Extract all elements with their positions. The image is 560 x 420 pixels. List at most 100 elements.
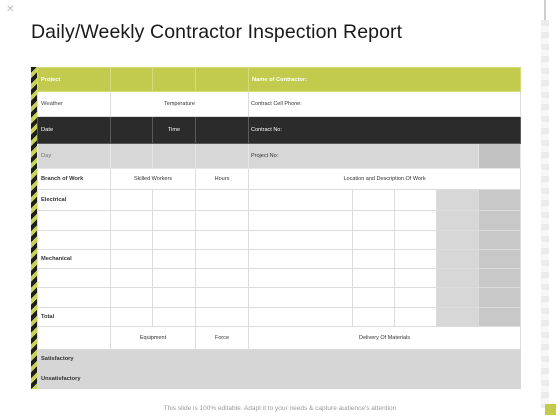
table-cell[interactable] — [110, 143, 153, 169]
table-cell[interactable] — [436, 287, 479, 308]
table-cell[interactable] — [352, 306, 395, 327]
table-cell[interactable] — [195, 287, 249, 308]
table-cell[interactable] — [436, 248, 479, 270]
table-cell[interactable] — [195, 248, 249, 270]
table-row: Unsatisfactory — [36, 368, 522, 390]
electrical-label: Electrical — [37, 188, 111, 212]
table-cell[interactable] — [152, 248, 196, 270]
table-cell[interactable] — [37, 268, 111, 289]
table-cell[interactable] — [110, 210, 153, 231]
table-cell[interactable] — [37, 325, 111, 351]
table-cell[interactable] — [110, 115, 153, 145]
table-cell[interactable] — [195, 188, 249, 212]
table-cell[interactable] — [110, 287, 153, 308]
table-row: Day Project No: — [37, 143, 522, 169]
inspection-table: Project Name of Contractor: Weather Temp… — [36, 66, 522, 390]
table-cell[interactable] — [394, 188, 437, 212]
table-cell[interactable] — [195, 143, 249, 169]
table-cell[interactable] — [352, 248, 395, 270]
accent-square — [545, 404, 556, 415]
table-cell[interactable] — [248, 229, 353, 250]
cell-phone-label: Contract Cell Phone: — [247, 91, 522, 117]
table-cell[interactable] — [394, 210, 437, 231]
table-row: Weather Temperature Contract Cell Phone: — [37, 91, 522, 117]
table-cell[interactable] — [477, 306, 522, 327]
contractor-name-label: Name of Contractor: — [247, 66, 522, 93]
table-row: Date Time Contract No: — [37, 115, 522, 145]
table-cell[interactable] — [110, 306, 153, 327]
table-row: Equipment Force Delivery Of Materials — [37, 325, 522, 351]
temperature-label: Temperature — [110, 91, 249, 117]
table-cell[interactable] — [477, 248, 522, 270]
table-cell[interactable] — [394, 268, 437, 289]
table-cell[interactable] — [436, 306, 479, 327]
table-cell[interactable] — [436, 268, 479, 289]
table-cell[interactable] — [352, 268, 395, 289]
hazard-stripe — [31, 67, 37, 389]
table-row: Satisfactory — [36, 349, 522, 370]
table-row — [37, 287, 522, 308]
time-label: Time — [152, 115, 196, 145]
table-cell[interactable] — [477, 210, 522, 231]
table-cell[interactable] — [110, 188, 153, 212]
table-cell[interactable] — [110, 229, 153, 250]
table-row: Project Name of Contractor: — [37, 66, 522, 93]
table-cell[interactable] — [152, 66, 196, 93]
table-cell[interactable] — [152, 210, 196, 231]
table-cell[interactable] — [195, 229, 249, 250]
page-title: Daily/Weekly Contractor Inspection Repor… — [31, 21, 403, 43]
table-cell[interactable] — [436, 229, 479, 250]
branch-of-work-label: Branch of Work — [37, 167, 111, 190]
table-cell[interactable] — [37, 287, 111, 308]
table-cell[interactable] — [248, 210, 353, 231]
skilled-workers-label: Skilled Workers — [110, 167, 196, 190]
table-cell[interactable] — [195, 210, 249, 231]
unsatisfactory-label: Unsatisfactory — [36, 368, 522, 390]
table-cell[interactable] — [37, 229, 111, 250]
table-cell[interactable] — [394, 306, 437, 327]
table-cell[interactable] — [110, 248, 153, 270]
table-cell[interactable] — [152, 188, 196, 212]
table-cell[interactable] — [394, 287, 437, 308]
table-cell[interactable] — [352, 287, 395, 308]
table-cell[interactable] — [436, 188, 479, 212]
table-row: Total — [37, 306, 522, 327]
table-cell[interactable] — [37, 210, 111, 231]
table-cell[interactable] — [477, 188, 522, 212]
table-cell[interactable] — [394, 248, 437, 270]
table-cell[interactable] — [110, 268, 153, 289]
table-cell[interactable] — [352, 188, 395, 212]
hours-label: Hours — [195, 167, 249, 190]
table-cell[interactable] — [195, 66, 249, 93]
table-cell[interactable] — [195, 115, 249, 145]
table-cell[interactable] — [394, 229, 437, 250]
table-cell[interactable] — [477, 268, 522, 289]
table-cell[interactable] — [477, 287, 522, 308]
table-cell[interactable] — [152, 229, 196, 250]
table-row: Branch of Work Skilled Workers Hours Loc… — [37, 167, 522, 190]
table-cell[interactable] — [477, 229, 522, 250]
table-cell[interactable] — [110, 66, 153, 93]
table-cell[interactable] — [248, 287, 353, 308]
force-label: Force — [195, 325, 249, 351]
table-cell[interactable] — [248, 188, 353, 212]
table-cell[interactable] — [195, 268, 249, 289]
project-no-label: Project No: — [248, 143, 479, 169]
location-description-label: Location and Description Of Work — [247, 167, 522, 190]
table-cell[interactable] — [248, 248, 353, 270]
satisfactory-label: Satisfactory — [36, 349, 522, 370]
table-cell[interactable] — [152, 143, 196, 169]
table-row: Electrical — [37, 188, 522, 212]
table-cell[interactable] — [152, 268, 196, 289]
table-cell[interactable] — [195, 306, 249, 327]
table-cell[interactable] — [352, 210, 395, 231]
table-cell[interactable] — [248, 306, 353, 327]
table-cell[interactable] — [152, 287, 196, 308]
table-cell[interactable] — [248, 268, 353, 289]
table-cell[interactable] — [477, 143, 522, 169]
table-cell[interactable] — [436, 210, 479, 231]
table-cell[interactable] — [352, 229, 395, 250]
delivery-materials-label: Delivery Of Materials — [247, 325, 522, 351]
corner-decoration-icon: ✕ — [6, 4, 15, 15]
table-cell[interactable] — [152, 306, 196, 327]
